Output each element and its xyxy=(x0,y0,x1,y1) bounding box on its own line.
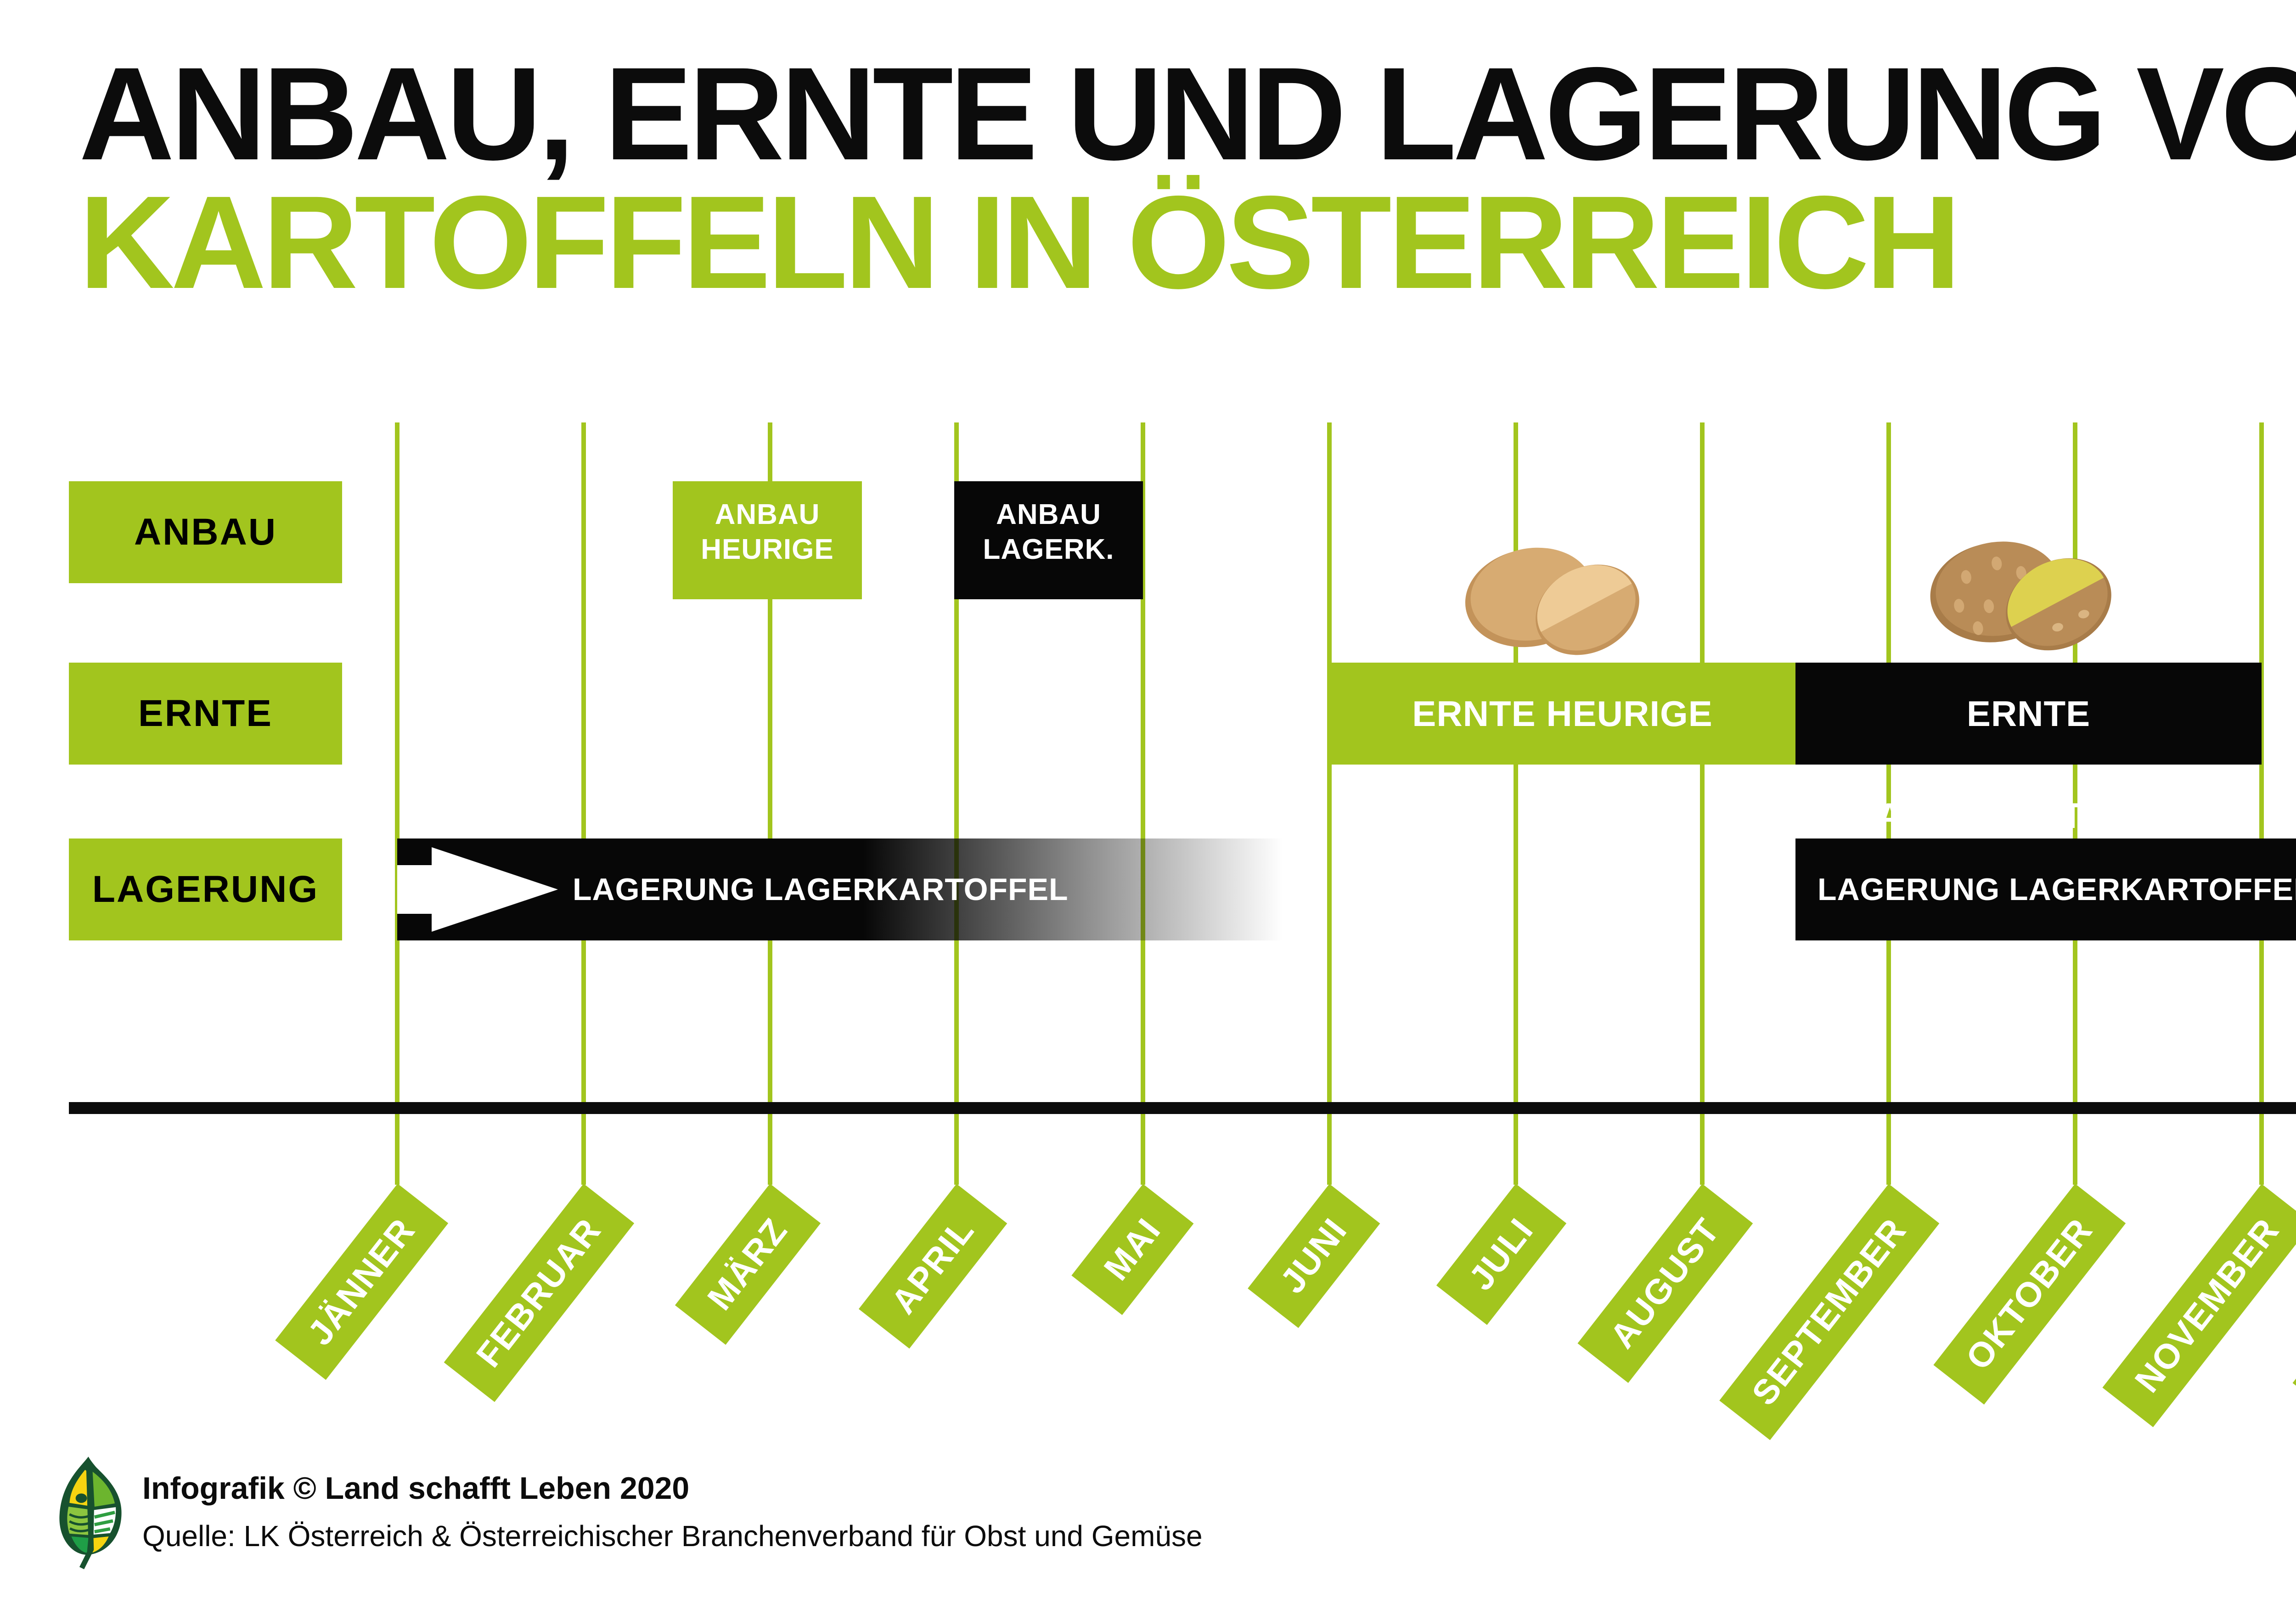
potato-lagerkartoffel-icon xyxy=(1930,541,2111,651)
bar-ernte-heurige: ERNTE HEURIGE xyxy=(1329,663,1795,765)
bar-lagerung-herbst: LAGERUNG LAGERKARTOFFEL xyxy=(1795,838,2296,940)
row-label-ernte: ERNTE xyxy=(69,663,342,765)
month-tag-februar: FEBRUAR xyxy=(444,1184,635,1402)
month-tag-april: APRIL xyxy=(858,1184,1007,1349)
month-tag-mai: MAI xyxy=(1071,1184,1194,1315)
title-line-2: KARTOFFELN IN ÖSTERREICH xyxy=(79,169,1961,316)
month-tag-maerz: MÄRZ xyxy=(675,1184,821,1345)
month-line-november xyxy=(2259,422,2264,1185)
bar-ernte-lagerkartoffel: ERNTE LAGERKARTOFFEL xyxy=(1795,663,2262,836)
bar-lagerung-fruehjahr-label: LAGERUNG LAGERKARTOFFEL xyxy=(573,872,1069,907)
month-line-maerz xyxy=(768,422,772,1185)
month-tag-juni: JUNI xyxy=(1247,1184,1380,1328)
page-title: ANBAU, ERNTE UND LAGERUNG VON KARTOFFELN… xyxy=(79,40,2296,316)
bar-anbau-lagerk-line1: ANBAU xyxy=(996,499,1101,530)
title-line-1: ANBAU, ERNTE UND LAGERUNG VON xyxy=(79,40,2296,188)
month-tag-august: AUGUST xyxy=(1577,1184,1753,1383)
month-line-oktober xyxy=(2073,422,2077,1185)
month-line-august xyxy=(1700,422,1705,1185)
bar-anbau-heurige-line1: ANBAU xyxy=(715,499,820,530)
month-line-mai xyxy=(1141,422,1145,1185)
bar-lagerung-herbst-label: LAGERUNG LAGERKARTOFFEL xyxy=(1818,872,2296,907)
footer-credit: Infografik © Land schafft Leben 2020 xyxy=(142,1471,690,1506)
bar-anbau-lagerkartoffel: ANBAU LAGERK. xyxy=(954,481,1143,599)
footer-source: Quelle: LK Österreich & Österreichischer… xyxy=(142,1519,1203,1553)
month-line-februar xyxy=(581,422,586,1185)
month-line-juli xyxy=(1514,422,1518,1185)
bar-anbau-heurige-line2: HEURIGE xyxy=(701,534,834,565)
month-line-april xyxy=(954,422,959,1185)
row-label-lagerung: LAGERUNG xyxy=(69,838,342,940)
month-tag-oktober: OKTOBER xyxy=(1933,1184,2126,1405)
land-schafft-leben-logo xyxy=(59,1457,122,1570)
month-tag-november: NOVEMBER xyxy=(2102,1184,2296,1427)
potato-heurige-icon xyxy=(1465,547,1639,655)
month-tag-jaenner: JÄNNER xyxy=(275,1184,448,1380)
month-line-juni xyxy=(1327,422,1332,1185)
time-axis xyxy=(69,1102,2296,1114)
row-label-anbau: ANBAU xyxy=(69,481,342,583)
bar-anbau-heurige: ANBAU HEURIGE xyxy=(673,481,862,599)
month-tag-juli: JULI xyxy=(1436,1184,1567,1325)
month-line-jaenner xyxy=(395,422,400,1185)
month-tag-september: SEPTEMBER xyxy=(1719,1184,1940,1441)
month-line-september xyxy=(1886,422,1891,1185)
bar-anbau-lagerk-line2: LAGERK. xyxy=(983,534,1114,565)
